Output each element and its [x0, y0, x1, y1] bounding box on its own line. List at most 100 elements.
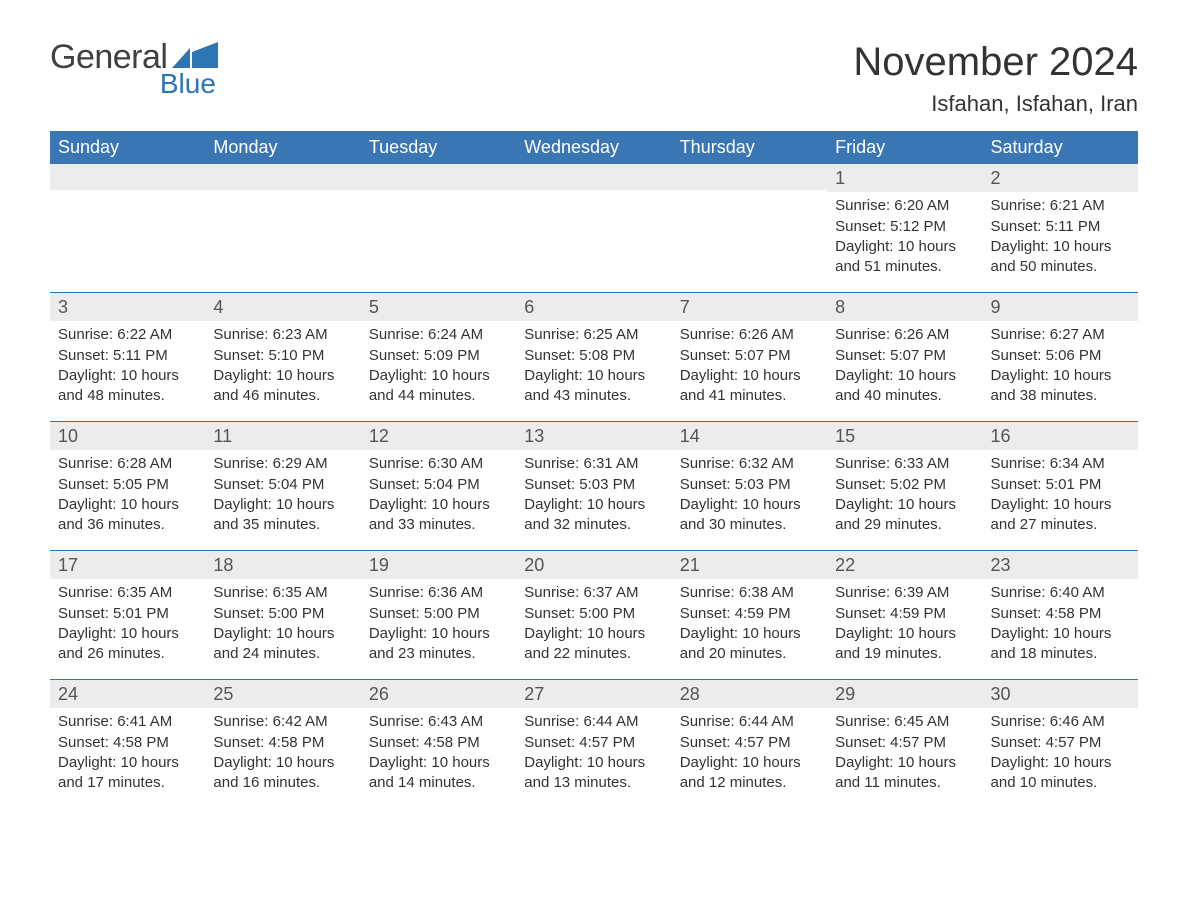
day-number: 19	[361, 551, 516, 579]
daylight-text: Daylight: 10 hours and 13 minutes.	[524, 753, 663, 794]
day-body: Sunrise: 6:44 AMSunset: 4:57 PMDaylight:…	[678, 712, 821, 793]
sunrise-text: Sunrise: 6:34 AM	[991, 454, 1130, 474]
day-body: Sunrise: 6:20 AMSunset: 5:12 PMDaylight:…	[833, 196, 976, 277]
sunrise-text: Sunrise: 6:33 AM	[835, 454, 974, 474]
day-body: Sunrise: 6:39 AMSunset: 4:59 PMDaylight:…	[833, 583, 976, 664]
day-number: 20	[516, 551, 671, 579]
day-number: 23	[983, 551, 1138, 579]
day-number: 21	[672, 551, 827, 579]
day-cell: 22 Sunrise: 6:39 AMSunset: 4:59 PMDayligh…	[827, 551, 982, 679]
daylight-text: Daylight: 10 hours and 12 minutes.	[680, 753, 819, 794]
day-cell	[361, 164, 516, 292]
day-number: 3	[50, 293, 205, 321]
day-cell: 20 Sunrise: 6:37 AMSunset: 5:00 PMDayligh…	[516, 551, 671, 679]
day-cell: 15Sunrise: 6:33 AMSunset: 5:02 PMDayligh…	[827, 422, 982, 550]
day-cell: 13Sunrise: 6:31 AMSunset: 5:03 PMDayligh…	[516, 422, 671, 550]
day-cell: 10Sunrise: 6:28 AMSunset: 5:05 PMDayligh…	[50, 422, 205, 550]
location: Isfahan, Isfahan, Iran	[853, 91, 1138, 117]
day-cell: 12 Sunrise: 6:30 AMSunset: 5:04 PMDayligh…	[361, 422, 516, 550]
sunset-text: Sunset: 5:12 PM	[835, 217, 974, 237]
month-title: November 2024	[853, 40, 1138, 85]
day-cell: 3Sunrise: 6:22 AMSunset: 5:11 PMDaylight…	[50, 293, 205, 421]
daylight-text: Daylight: 10 hours and 19 minutes.	[835, 624, 974, 665]
sunset-text: Sunset: 5:01 PM	[991, 475, 1130, 495]
day-number: 4	[205, 293, 360, 321]
day-body: Sunrise: 6:23 AMSunset: 5:10 PMDaylight:…	[211, 325, 354, 406]
daylight-text: Daylight: 10 hours and 43 minutes.	[524, 366, 663, 407]
day-number: 2	[983, 164, 1138, 192]
sunrise-text: Sunrise: 6:39 AM	[835, 583, 974, 603]
daylight-text: Daylight: 10 hours and 30 minutes.	[680, 495, 819, 536]
weekday-header: Friday	[827, 131, 982, 164]
day-cell: 19Sunrise: 6:36 AMSunset: 5:00 PMDayligh…	[361, 551, 516, 679]
sunset-text: Sunset: 4:58 PM	[213, 733, 352, 753]
sunrise-text: Sunrise: 6:46 AM	[991, 712, 1130, 732]
day-number: 11	[205, 422, 360, 450]
day-number: 1	[827, 164, 982, 192]
day-number: 28	[672, 680, 827, 708]
day-body: Sunrise: 6:35 AMSunset: 5:01 PMDaylight:…	[56, 583, 199, 664]
day-body: Sunrise: 6:30 AMSunset: 5:04 PMDaylight:…	[367, 454, 510, 535]
sunrise-text: Sunrise: 6:24 AM	[369, 325, 508, 345]
daylight-text: Daylight: 10 hours and 11 minutes.	[835, 753, 974, 794]
day-cell: 25Sunrise: 6:42 AMSunset: 4:58 PMDayligh…	[205, 680, 360, 808]
sunset-text: Sunset: 5:07 PM	[680, 346, 819, 366]
day-cell	[205, 164, 360, 292]
weekday-header-row: Sunday Monday Tuesday Wednesday Thursday…	[50, 131, 1138, 164]
daylight-text: Daylight: 10 hours and 44 minutes.	[369, 366, 508, 407]
day-number: 10	[50, 422, 205, 450]
sunset-text: Sunset: 5:01 PM	[58, 604, 197, 624]
week-row: 17Sunrise: 6:35 AMSunset: 5:01 PMDayligh…	[50, 550, 1138, 679]
sunrise-text: Sunrise: 6:35 AM	[213, 583, 352, 603]
sunset-text: Sunset: 4:59 PM	[680, 604, 819, 624]
sunrise-text: Sunrise: 6:31 AM	[524, 454, 663, 474]
week-row: 24Sunrise: 6:41 AMSunset: 4:58 PMDayligh…	[50, 679, 1138, 808]
day-number: 30	[983, 680, 1138, 708]
sunset-text: Sunset: 5:02 PM	[835, 475, 974, 495]
day-cell: 8Sunrise: 6:26 AMSunset: 5:07 PMDaylight…	[827, 293, 982, 421]
day-number: 16	[983, 422, 1138, 450]
day-body: Sunrise: 6:37 AMSunset: 5:00 PMDaylight:…	[522, 583, 665, 664]
daylight-text: Daylight: 10 hours and 51 minutes.	[835, 237, 974, 278]
daylight-text: Daylight: 10 hours and 17 minutes.	[58, 753, 197, 794]
sunrise-text: Sunrise: 6:42 AM	[213, 712, 352, 732]
day-number: 14	[672, 422, 827, 450]
day-cell: 21 Sunrise: 6:38 AMSunset: 4:59 PMDayligh…	[672, 551, 827, 679]
day-body: Sunrise: 6:40 AMSunset: 4:58 PMDaylight:…	[989, 583, 1132, 664]
daylight-text: Daylight: 10 hours and 24 minutes.	[213, 624, 352, 665]
sunrise-text: Sunrise: 6:22 AM	[58, 325, 197, 345]
day-body: Sunrise: 6:45 AMSunset: 4:57 PMDaylight:…	[833, 712, 976, 793]
sunset-text: Sunset: 5:11 PM	[58, 346, 197, 366]
sunrise-text: Sunrise: 6:27 AM	[991, 325, 1130, 345]
day-number: 15	[827, 422, 982, 450]
day-cell: 23 Sunrise: 6:40 AMSunset: 4:58 PMDayligh…	[983, 551, 1138, 679]
day-number: 5	[361, 293, 516, 321]
sunset-text: Sunset: 4:58 PM	[58, 733, 197, 753]
day-number	[361, 164, 516, 190]
day-body: Sunrise: 6:27 AMSunset: 5:06 PMDaylight:…	[989, 325, 1132, 406]
daylight-text: Daylight: 10 hours and 23 minutes.	[369, 624, 508, 665]
day-body: Sunrise: 6:46 AMSunset: 4:57 PMDaylight:…	[989, 712, 1132, 793]
day-body: Sunrise: 6:38 AMSunset: 4:59 PMDaylight:…	[678, 583, 821, 664]
daylight-text: Daylight: 10 hours and 46 minutes.	[213, 366, 352, 407]
day-cell: 27Sunrise: 6:44 AMSunset: 4:57 PMDayligh…	[516, 680, 671, 808]
sunrise-text: Sunrise: 6:30 AM	[369, 454, 508, 474]
sunrise-text: Sunrise: 6:23 AM	[213, 325, 352, 345]
day-number: 22	[827, 551, 982, 579]
sunrise-text: Sunrise: 6:26 AM	[680, 325, 819, 345]
sunrise-text: Sunrise: 6:20 AM	[835, 196, 974, 216]
sunrise-text: Sunrise: 6:35 AM	[58, 583, 197, 603]
day-number: 8	[827, 293, 982, 321]
day-number: 12	[361, 422, 516, 450]
logo: General Blue	[50, 40, 218, 98]
daylight-text: Daylight: 10 hours and 16 minutes.	[213, 753, 352, 794]
sunset-text: Sunset: 4:57 PM	[991, 733, 1130, 753]
weekday-header: Monday	[205, 131, 360, 164]
day-cell: 30 Sunrise: 6:46 AMSunset: 4:57 PMDayligh…	[983, 680, 1138, 808]
weekday-header: Saturday	[983, 131, 1138, 164]
sunrise-text: Sunrise: 6:45 AM	[835, 712, 974, 732]
sunset-text: Sunset: 5:00 PM	[369, 604, 508, 624]
sunset-text: Sunset: 5:08 PM	[524, 346, 663, 366]
sunset-text: Sunset: 5:07 PM	[835, 346, 974, 366]
sunset-text: Sunset: 5:00 PM	[213, 604, 352, 624]
